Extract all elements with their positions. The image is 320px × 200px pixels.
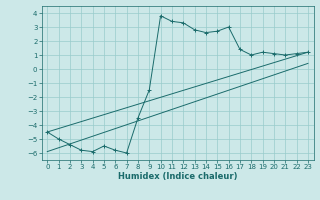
X-axis label: Humidex (Indice chaleur): Humidex (Indice chaleur) bbox=[118, 172, 237, 181]
